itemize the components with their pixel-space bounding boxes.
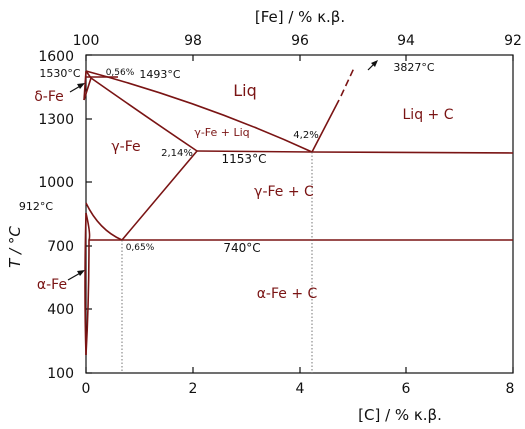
acm-line [121, 150, 198, 241]
arrow-delta-head [77, 83, 85, 89]
bottom-tick-label: 8 [506, 381, 515, 397]
annotation-1153: 1153°C [222, 152, 267, 166]
left-tick-label: 1300 [38, 112, 74, 128]
phase-label-delta-fe: δ-Fe [34, 89, 64, 105]
phase-label-alpha-fe: α-Fe [37, 277, 67, 293]
annotation-3827: 3827°C [393, 61, 434, 74]
bottom-tick-label: 4 [296, 381, 305, 397]
annotation-740: 740°C [223, 241, 260, 255]
phase-label-gamma-fe-liq: γ-Fe + Liq [194, 126, 249, 139]
liquidus-right-curve [311, 99, 340, 153]
phase-label-liq: Liq [233, 81, 257, 100]
solidus-curve [90, 77, 198, 152]
top-tick-label: 94 [397, 33, 415, 49]
bottom-tick-label: 2 [189, 381, 198, 397]
arrows [67, 60, 378, 281]
phase-label-gamma-fe: γ-Fe [111, 139, 140, 155]
annotation-912: 912°C [19, 200, 53, 213]
arrow-alpha-head [77, 270, 85, 276]
alpha-fe-solvus-right [85, 212, 91, 356]
annotation-1530: 1530°C [39, 67, 80, 80]
top-axis-title: [Fe] / % κ.β. [255, 8, 345, 26]
liquidus-left-curve [85, 70, 313, 153]
annotation-1493: 1493°C [139, 68, 180, 81]
top-tick-label: 100 [73, 33, 100, 49]
guide-lines [121, 152, 313, 373]
phase-label-alpha-fe-c: α-Fe + C [257, 286, 318, 302]
delta-fe-boundary-right [83, 70, 92, 101]
annotation-065: 0,65% [126, 243, 155, 253]
phase-boundaries [83, 67, 514, 356]
phase-label-gamma-fe-c: γ-Fe + C [254, 184, 314, 200]
plot-frame [85, 54, 514, 374]
left-tick-label: 1600 [38, 49, 74, 65]
arrow-3827-head [371, 60, 378, 67]
delta-fe-boundary-left [83, 70, 87, 101]
top-tick-label: 92 [504, 33, 522, 49]
annotation-214: 2,14% [161, 148, 193, 159]
left-tick-label: 100 [47, 366, 74, 382]
alpha-fe-solvus-left [84, 212, 87, 356]
y-axis-title: T / °C [6, 226, 24, 268]
left-tick-label: 700 [47, 239, 74, 255]
gamma-fe-lower-boundary [85, 202, 123, 241]
liquidus-dashed-extension [340, 67, 355, 97]
left-tick-label: 1000 [38, 175, 74, 191]
annotation-42: 4,2% [293, 130, 318, 141]
bottom-axis-title: [C] / % κ.β. [358, 406, 442, 424]
bottom-tick-label: 0 [82, 381, 91, 397]
left-tick-label: 400 [47, 302, 74, 318]
top-tick-label: 98 [184, 33, 202, 49]
annotation-056: 0,56% [106, 68, 135, 78]
bottom-tick-label: 6 [402, 381, 411, 397]
top-tick-label: 96 [291, 33, 309, 49]
top-axis-ticks [85, 55, 514, 61]
bottom-axis-ticks [85, 367, 514, 373]
phase-label-liq-c: Liq + C [403, 107, 454, 123]
